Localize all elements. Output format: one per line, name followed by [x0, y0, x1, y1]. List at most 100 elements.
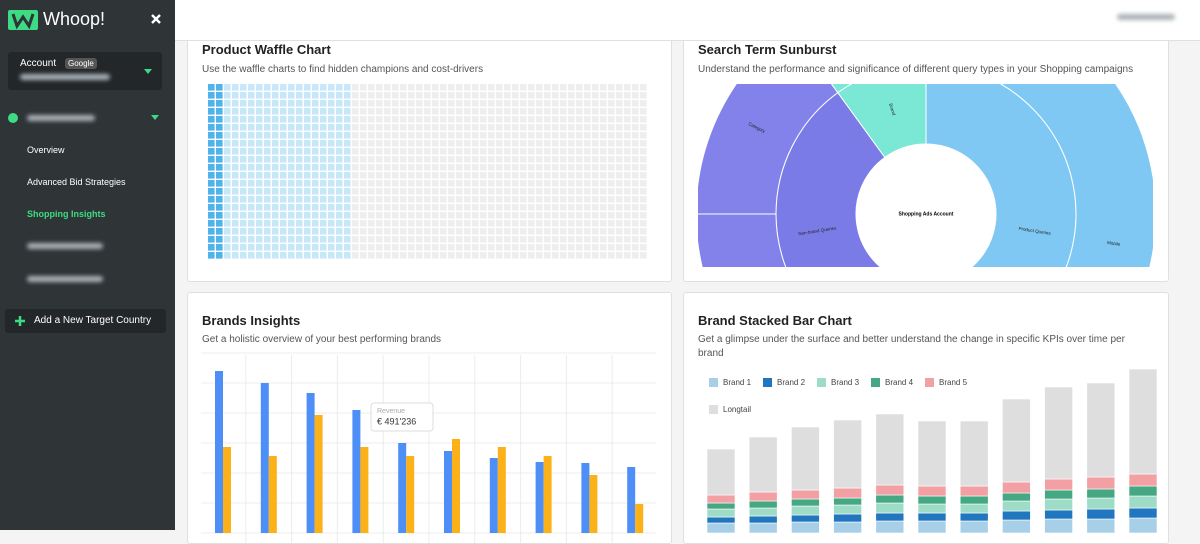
waffle-cell — [568, 124, 575, 131]
waffle-cell — [232, 108, 239, 115]
waffle-cell — [640, 148, 647, 155]
waffle-cell — [480, 124, 487, 131]
bar-segment — [875, 502, 905, 514]
waffle-cell — [328, 244, 335, 251]
waffle-cell — [528, 148, 535, 155]
waffle-cell — [408, 132, 415, 139]
waffle-cell — [312, 148, 319, 155]
waffle-cell — [600, 124, 607, 131]
waffle-cell — [464, 196, 471, 203]
waffle-cell — [416, 228, 423, 235]
nav-item[interactable]: Advanced Bid Strategies — [27, 177, 126, 187]
waffle-cell — [264, 172, 271, 179]
waffle-cell — [528, 140, 535, 147]
waffle-cell — [256, 164, 263, 171]
waffle-cell — [568, 92, 575, 99]
waffle-cell — [416, 84, 423, 91]
bar — [306, 393, 315, 533]
waffle-cell — [368, 236, 375, 243]
brand-name: Whoop! — [43, 9, 106, 29]
waffle-cell — [392, 220, 399, 227]
waffle-cell — [568, 220, 575, 227]
waffle-cell — [416, 244, 423, 251]
waffle-cell — [424, 244, 431, 251]
waffle-cell — [496, 180, 503, 187]
waffle-cell — [560, 244, 567, 251]
waffle-cell — [488, 220, 495, 227]
waffle-cell — [328, 156, 335, 163]
waffle-cell — [368, 212, 375, 219]
waffle-cell — [512, 164, 519, 171]
waffle-cell — [400, 100, 407, 107]
waffle-cell — [536, 124, 543, 131]
waffle-cell — [608, 132, 615, 139]
waffle-cell — [520, 204, 527, 211]
nav-item[interactable]: Overview — [27, 145, 65, 155]
waffle-cell — [488, 148, 495, 155]
waffle-cell — [208, 116, 215, 123]
waffle-cell — [224, 244, 231, 251]
waffle-cell — [384, 92, 391, 99]
waffle-cell — [584, 108, 591, 115]
waffle-cell — [272, 204, 279, 211]
waffle-cell — [376, 228, 383, 235]
waffle-cell — [512, 132, 519, 139]
nav-item-active[interactable]: Shopping Insights — [27, 209, 106, 219]
waffle-cell — [472, 84, 479, 91]
waffle-cell — [288, 108, 295, 115]
waffle-cell — [576, 116, 583, 123]
waffle-cell — [624, 180, 631, 187]
waffle-cell — [272, 84, 279, 91]
waffle-cell — [456, 108, 463, 115]
waffle-cell — [440, 124, 447, 131]
waffle-cell — [536, 172, 543, 179]
bar-segment — [833, 521, 862, 534]
waffle-cell — [296, 252, 303, 259]
waffle-cell — [384, 188, 391, 195]
waffle-cell — [496, 164, 503, 171]
waffle-cell — [280, 236, 287, 243]
waffle-cell — [304, 212, 311, 219]
waffle-cell — [448, 116, 455, 123]
waffle-cell — [600, 108, 607, 115]
waffle-cell — [400, 204, 407, 211]
waffle-cell — [552, 148, 559, 155]
waffle-cell — [520, 140, 527, 147]
waffle-cell — [336, 252, 343, 259]
waffle-cell — [560, 156, 567, 163]
waffle-cell — [624, 100, 631, 107]
bar-segment — [1086, 476, 1116, 490]
card-subtitle: Understand the performance and significa… — [698, 64, 1134, 75]
waffle-cell — [584, 140, 591, 147]
waffle-cell — [600, 220, 607, 227]
waffle-cell — [536, 244, 543, 251]
waffle-cell — [440, 132, 447, 139]
waffle-cell — [552, 180, 559, 187]
waffle-cell — [584, 204, 591, 211]
waffle-cell — [512, 244, 519, 251]
waffle-cell — [224, 196, 231, 203]
waffle-cell — [432, 92, 439, 99]
waffle-cell — [584, 252, 591, 259]
waffle-cell — [560, 220, 567, 227]
waffle-cell — [472, 164, 479, 171]
add-button[interactable]: Add a New Target Country — [5, 309, 166, 333]
waffle-cell — [424, 252, 431, 259]
waffle-cell — [528, 84, 535, 91]
country-row[interactable] — [0, 108, 175, 128]
waffle-cell — [592, 156, 599, 163]
waffle-cell — [344, 236, 351, 243]
waffle-cell — [288, 252, 295, 259]
waffle-cell — [400, 108, 407, 115]
waffle-cell — [416, 204, 423, 211]
waffle-cell — [320, 188, 327, 195]
waffle-cell — [480, 180, 487, 187]
waffle-cell — [408, 100, 415, 107]
waffle-cell — [248, 204, 255, 211]
bar-segment — [959, 503, 989, 514]
waffle-cell — [448, 188, 455, 195]
account-selector[interactable]: Account Google — [8, 52, 162, 90]
waffle-cell — [280, 156, 287, 163]
waffle-cell — [280, 124, 287, 131]
waffle-cell — [240, 244, 247, 251]
